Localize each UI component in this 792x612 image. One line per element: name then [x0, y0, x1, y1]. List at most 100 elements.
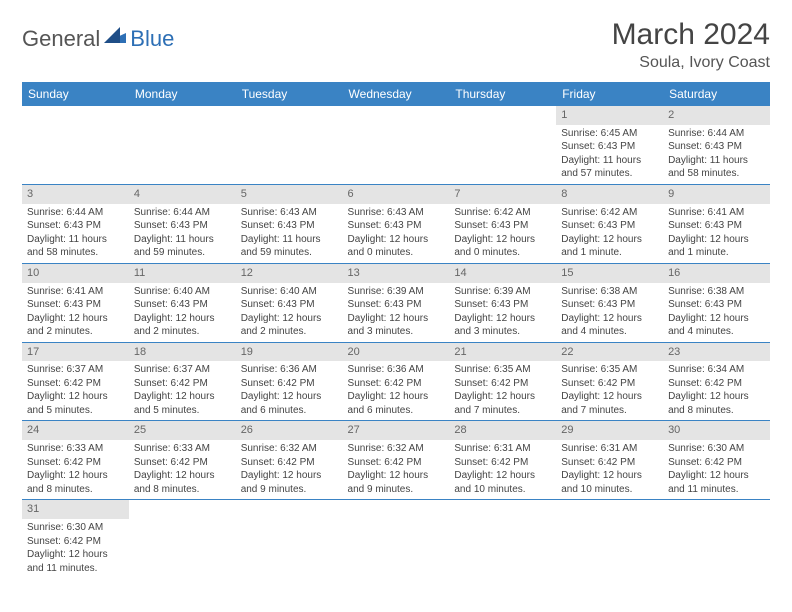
- day-body: Sunrise: 6:35 AMSunset: 6:42 PMDaylight:…: [449, 361, 556, 420]
- calendar-cell: 14Sunrise: 6:39 AMSunset: 6:43 PMDayligh…: [449, 263, 556, 342]
- weekday-header: Friday: [556, 82, 663, 106]
- daylight-text: Daylight: 12 hours and 1 minute.: [561, 233, 658, 260]
- day-number: 2: [663, 106, 770, 125]
- day-number: 12: [236, 264, 343, 283]
- calendar-cell: 9Sunrise: 6:41 AMSunset: 6:43 PMDaylight…: [663, 184, 770, 263]
- calendar-cell: 3Sunrise: 6:44 AMSunset: 6:43 PMDaylight…: [22, 184, 129, 263]
- day-body: Sunrise: 6:31 AMSunset: 6:42 PMDaylight:…: [556, 440, 663, 499]
- calendar-cell: [129, 500, 236, 578]
- sunrise-text: Sunrise: 6:45 AM: [561, 127, 658, 141]
- day-number: 24: [22, 421, 129, 440]
- sunrise-text: Sunrise: 6:33 AM: [134, 442, 231, 456]
- sunrise-text: Sunrise: 6:44 AM: [668, 127, 765, 141]
- day-body: Sunrise: 6:38 AMSunset: 6:43 PMDaylight:…: [556, 283, 663, 342]
- calendar-cell: 5Sunrise: 6:43 AMSunset: 6:43 PMDaylight…: [236, 184, 343, 263]
- sunrise-text: Sunrise: 6:36 AM: [241, 363, 338, 377]
- calendar-cell: 26Sunrise: 6:32 AMSunset: 6:42 PMDayligh…: [236, 421, 343, 500]
- calendar-cell: [556, 500, 663, 578]
- day-body: Sunrise: 6:40 AMSunset: 6:43 PMDaylight:…: [129, 283, 236, 342]
- calendar-cell: 12Sunrise: 6:40 AMSunset: 6:43 PMDayligh…: [236, 263, 343, 342]
- sunset-text: Sunset: 6:43 PM: [454, 219, 551, 233]
- sunrise-text: Sunrise: 6:36 AM: [348, 363, 445, 377]
- sunset-text: Sunset: 6:43 PM: [134, 219, 231, 233]
- calendar-cell: 8Sunrise: 6:42 AMSunset: 6:43 PMDaylight…: [556, 184, 663, 263]
- sunset-text: Sunset: 6:42 PM: [134, 377, 231, 391]
- day-number: 16: [663, 264, 770, 283]
- weekday-header: Monday: [129, 82, 236, 106]
- daylight-text: Daylight: 11 hours and 59 minutes.: [134, 233, 231, 260]
- logo-text-general: General: [22, 26, 100, 52]
- sunset-text: Sunset: 6:42 PM: [27, 456, 124, 470]
- sunrise-text: Sunrise: 6:44 AM: [134, 206, 231, 220]
- calendar-cell: 19Sunrise: 6:36 AMSunset: 6:42 PMDayligh…: [236, 342, 343, 421]
- day-number: 6: [343, 185, 450, 204]
- day-number: 26: [236, 421, 343, 440]
- daylight-text: Daylight: 12 hours and 0 minutes.: [454, 233, 551, 260]
- daylight-text: Daylight: 12 hours and 4 minutes.: [668, 312, 765, 339]
- sunset-text: Sunset: 6:43 PM: [668, 298, 765, 312]
- sunset-text: Sunset: 6:43 PM: [561, 298, 658, 312]
- calendar-cell: [22, 106, 129, 184]
- location: Soula, Ivory Coast: [612, 54, 770, 72]
- sunrise-text: Sunrise: 6:31 AM: [454, 442, 551, 456]
- day-number: 29: [556, 421, 663, 440]
- daylight-text: Daylight: 12 hours and 2 minutes.: [134, 312, 231, 339]
- title-block: March 2024 Soula, Ivory Coast: [612, 18, 770, 72]
- sunrise-text: Sunrise: 6:40 AM: [241, 285, 338, 299]
- sunset-text: Sunset: 6:43 PM: [561, 219, 658, 233]
- daylight-text: Daylight: 12 hours and 9 minutes.: [241, 469, 338, 496]
- sunset-text: Sunset: 6:43 PM: [348, 298, 445, 312]
- calendar-cell: 17Sunrise: 6:37 AMSunset: 6:42 PMDayligh…: [22, 342, 129, 421]
- sunrise-text: Sunrise: 6:32 AM: [241, 442, 338, 456]
- calendar-cell: 6Sunrise: 6:43 AMSunset: 6:43 PMDaylight…: [343, 184, 450, 263]
- calendar-cell: [236, 500, 343, 578]
- daylight-text: Daylight: 12 hours and 6 minutes.: [348, 390, 445, 417]
- day-number: 3: [22, 185, 129, 204]
- day-body: Sunrise: 6:36 AMSunset: 6:42 PMDaylight:…: [343, 361, 450, 420]
- sunset-text: Sunset: 6:42 PM: [27, 535, 124, 549]
- daylight-text: Daylight: 12 hours and 3 minutes.: [454, 312, 551, 339]
- day-number: 21: [449, 343, 556, 362]
- daylight-text: Daylight: 12 hours and 11 minutes.: [27, 548, 124, 575]
- calendar-row: 10Sunrise: 6:41 AMSunset: 6:43 PMDayligh…: [22, 263, 770, 342]
- calendar-cell: 18Sunrise: 6:37 AMSunset: 6:42 PMDayligh…: [129, 342, 236, 421]
- day-body: Sunrise: 6:32 AMSunset: 6:42 PMDaylight:…: [236, 440, 343, 499]
- day-number: 7: [449, 185, 556, 204]
- calendar-cell: [343, 106, 450, 184]
- sunrise-text: Sunrise: 6:38 AM: [668, 285, 765, 299]
- sunrise-text: Sunrise: 6:31 AM: [561, 442, 658, 456]
- header: General Blue March 2024 Soula, Ivory Coa…: [22, 18, 770, 72]
- sunrise-text: Sunrise: 6:35 AM: [454, 363, 551, 377]
- sunrise-text: Sunrise: 6:39 AM: [454, 285, 551, 299]
- day-number: 25: [129, 421, 236, 440]
- calendar-cell: 4Sunrise: 6:44 AMSunset: 6:43 PMDaylight…: [129, 184, 236, 263]
- daylight-text: Daylight: 12 hours and 1 minute.: [668, 233, 765, 260]
- sunset-text: Sunset: 6:42 PM: [134, 456, 231, 470]
- sunrise-text: Sunrise: 6:37 AM: [134, 363, 231, 377]
- calendar-row: 17Sunrise: 6:37 AMSunset: 6:42 PMDayligh…: [22, 342, 770, 421]
- day-number: 13: [343, 264, 450, 283]
- calendar-cell: 22Sunrise: 6:35 AMSunset: 6:42 PMDayligh…: [556, 342, 663, 421]
- sunset-text: Sunset: 6:42 PM: [241, 377, 338, 391]
- logo-flag-icon: [104, 27, 126, 48]
- day-number: 5: [236, 185, 343, 204]
- day-body: Sunrise: 6:37 AMSunset: 6:42 PMDaylight:…: [129, 361, 236, 420]
- sunset-text: Sunset: 6:42 PM: [454, 377, 551, 391]
- day-body: Sunrise: 6:34 AMSunset: 6:42 PMDaylight:…: [663, 361, 770, 420]
- calendar-cell: 15Sunrise: 6:38 AMSunset: 6:43 PMDayligh…: [556, 263, 663, 342]
- weekday-row: Sunday Monday Tuesday Wednesday Thursday…: [22, 82, 770, 106]
- sunset-text: Sunset: 6:43 PM: [241, 298, 338, 312]
- sunset-text: Sunset: 6:43 PM: [134, 298, 231, 312]
- daylight-text: Daylight: 11 hours and 59 minutes.: [241, 233, 338, 260]
- sunset-text: Sunset: 6:42 PM: [561, 377, 658, 391]
- sunrise-text: Sunrise: 6:43 AM: [241, 206, 338, 220]
- calendar-cell: 1Sunrise: 6:45 AMSunset: 6:43 PMDaylight…: [556, 106, 663, 184]
- day-number: 27: [343, 421, 450, 440]
- sunset-text: Sunset: 6:43 PM: [668, 140, 765, 154]
- day-number: 23: [663, 343, 770, 362]
- day-number: 8: [556, 185, 663, 204]
- daylight-text: Daylight: 12 hours and 5 minutes.: [27, 390, 124, 417]
- weekday-header: Tuesday: [236, 82, 343, 106]
- weekday-header: Sunday: [22, 82, 129, 106]
- sunrise-text: Sunrise: 6:41 AM: [668, 206, 765, 220]
